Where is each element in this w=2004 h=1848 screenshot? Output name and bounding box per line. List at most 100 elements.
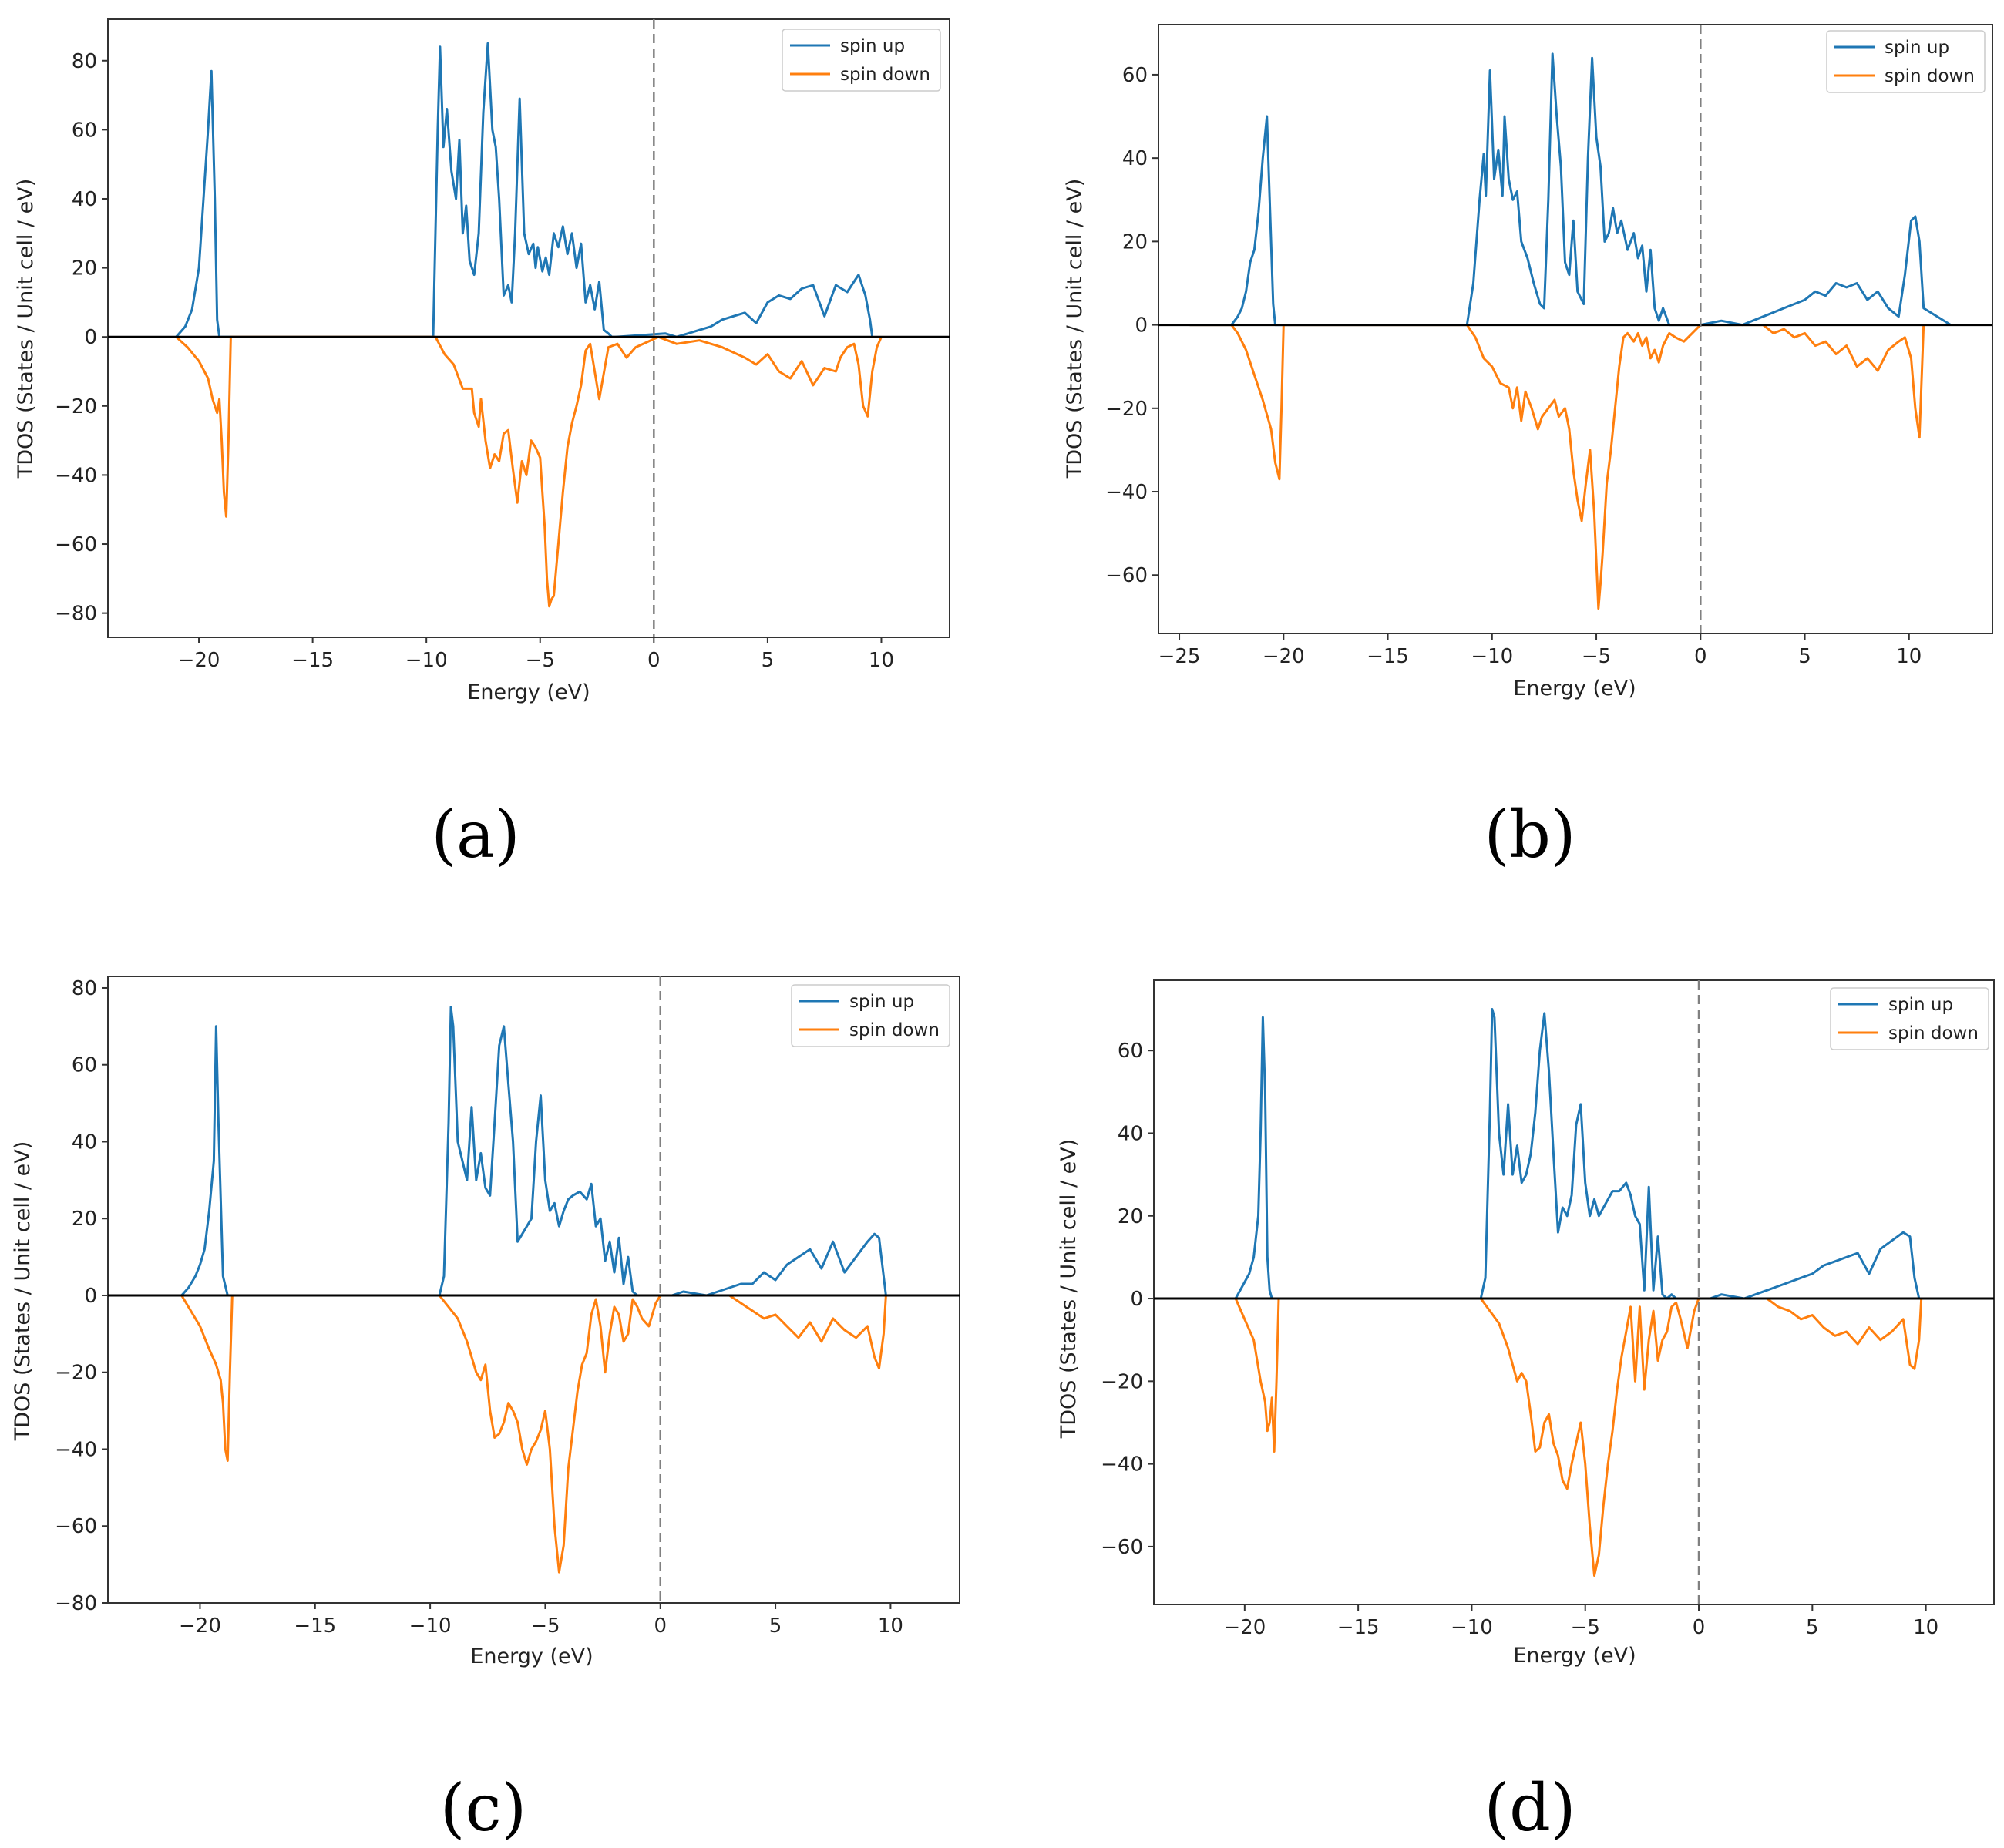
- x-tick-label-a: 10: [869, 649, 894, 672]
- y-tick-label-b: 60: [1122, 64, 1148, 87]
- x-tick-label-d: −20: [1223, 1616, 1266, 1639]
- series-spin-down-line-c: [153, 1294, 887, 1574]
- legend-label-spin-down-b: spin down: [1885, 66, 1975, 86]
- legend-label-spin-up-c: spin up: [849, 992, 914, 1012]
- y-tick-label-a: 80: [72, 50, 97, 73]
- legend-label-spin-down-c: spin down: [849, 1020, 940, 1040]
- y-tick-label-c: 20: [72, 1208, 97, 1231]
- x-axis-label-d: Energy (eV): [1513, 1644, 1636, 1668]
- x-axis-label-c: Energy (eV): [470, 1645, 593, 1668]
- y-tick-label-a: 0: [84, 326, 97, 349]
- plot-area-a: [107, 18, 950, 638]
- x-tick-label-b: −10: [1471, 645, 1513, 668]
- series-spin-down-line-a: [175, 335, 883, 608]
- x-tick-label-a: −15: [291, 649, 334, 672]
- panel-caption-c: (c): [440, 1770, 527, 1846]
- legend-a: spin up spin down: [782, 29, 941, 92]
- y-tick-label-c: 60: [72, 1054, 97, 1077]
- x-tick-label-b: −25: [1158, 645, 1201, 668]
- legend-label-spin-down-d: spin down: [1888, 1023, 1979, 1043]
- panel-c: −20 −15 −10 −5 0 5 10 −80 −60 −40 −20 0 20 40 60 80 Ene…: [11, 976, 960, 1846]
- legend-label-spin-down-a: spin down: [840, 65, 930, 85]
- y-tick-label-d: −20: [1101, 1370, 1143, 1393]
- panel-caption-d: (d): [1484, 1770, 1575, 1846]
- panel-b: −25 −20 −15 −10 −5 0 5 10 −60 −40 −20 0 20 40 60 Energ…: [1063, 24, 1993, 872]
- legend-d: spin up spin down: [1830, 987, 1989, 1050]
- y-tick-label-b: 0: [1135, 314, 1148, 338]
- series-spin-up-line-b: [1189, 52, 1952, 327]
- y-tick-label-c: 80: [72, 977, 97, 1000]
- panel-d: −20 −15 −10 −5 0 5 10 −60 −40 −20 0 20 40 60 Energy (…: [1057, 979, 1995, 1846]
- y-tick-label-c: 0: [84, 1285, 97, 1308]
- y-tick-label-b: 40: [1122, 147, 1148, 170]
- x-tick-label-c: −15: [294, 1614, 336, 1638]
- x-tick-label-c: −20: [179, 1614, 221, 1638]
- x-tick-label-d: 10: [1913, 1616, 1938, 1639]
- x-tick-label-b: −5: [1582, 645, 1611, 668]
- x-tick-label-c: −5: [530, 1614, 560, 1638]
- y-tick-label-c: −40: [55, 1438, 97, 1461]
- y-axis-label-d: TDOS (States / Unit cell / eV): [1057, 1139, 1081, 1439]
- x-tick-label-c: −10: [409, 1614, 452, 1638]
- y-tick-label-c: −60: [55, 1515, 97, 1538]
- y-axis-label-a: TDOS (States / Unit cell / eV): [14, 179, 38, 479]
- y-tick-label-a: −80: [55, 603, 97, 626]
- series-spin-up-line-a: [175, 42, 874, 338]
- x-tick-label-a: 5: [762, 649, 775, 672]
- x-tick-label-d: 0: [1693, 1616, 1706, 1639]
- plot-area-d: [1153, 979, 1995, 1605]
- x-tick-label-d: −15: [1337, 1616, 1380, 1639]
- y-tick-label-a: −60: [55, 533, 97, 556]
- x-tick-label-a: −10: [405, 649, 448, 672]
- y-tick-label-d: −60: [1101, 1536, 1143, 1559]
- x-tick-label-a: −5: [526, 649, 555, 672]
- y-tick-label-c: −20: [55, 1362, 97, 1385]
- x-tick-label-b: −20: [1263, 645, 1305, 668]
- series-spin-up-line-c: [153, 1006, 887, 1297]
- y-tick-label-b: −40: [1105, 481, 1148, 504]
- series-spin-down-line-d: [1199, 1297, 1923, 1577]
- series-spin-up-line-d: [1199, 1008, 1922, 1300]
- x-tick-label-c: 0: [654, 1614, 667, 1638]
- x-tick-label-d: 5: [1806, 1616, 1819, 1639]
- x-tick-label-c: 10: [878, 1614, 903, 1638]
- y-tick-label-d: 40: [1118, 1122, 1143, 1145]
- panel-caption-a: (a): [431, 797, 520, 872]
- legend-label-spin-up-b: spin up: [1885, 38, 1949, 58]
- y-tick-label-a: −20: [55, 395, 97, 418]
- legend-label-spin-up-d: spin up: [1888, 995, 1953, 1015]
- x-tick-label-b: −15: [1367, 645, 1409, 668]
- x-tick-label-b: 5: [1798, 645, 1811, 668]
- y-tick-label-b: −60: [1105, 564, 1148, 587]
- x-tick-label-d: −10: [1451, 1616, 1493, 1639]
- y-tick-label-a: −40: [55, 464, 97, 487]
- plot-area-b: [1158, 24, 1993, 634]
- y-tick-label-c: 40: [72, 1131, 97, 1154]
- x-axis-label-b: Energy (eV): [1513, 677, 1636, 701]
- x-tick-label-b: 10: [1896, 645, 1922, 668]
- panel-caption-b: (b): [1484, 797, 1575, 872]
- legend-label-spin-up-a: spin up: [840, 36, 905, 56]
- x-tick-label-d: −5: [1571, 1616, 1600, 1639]
- y-tick-label-c: −80: [55, 1592, 97, 1615]
- x-tick-label-c: 5: [769, 1614, 782, 1638]
- y-axis-label-b: TDOS (States / Unit cell / eV): [1063, 179, 1087, 479]
- y-tick-label-b: −20: [1105, 398, 1148, 421]
- y-tick-label-d: 60: [1118, 1040, 1143, 1063]
- y-tick-label-a: 60: [72, 119, 97, 142]
- x-tick-label-a: −20: [178, 649, 220, 672]
- plot-area-c: [107, 976, 960, 1604]
- y-tick-label-d: 0: [1130, 1288, 1143, 1311]
- y-tick-label-a: 20: [72, 257, 97, 281]
- panel-a: −20 −15 −10 −5 0 5 10 −80 −60 −40 −20 0 20 40 60 80 Ene…: [14, 18, 950, 872]
- legend-c: spin up spin down: [791, 984, 950, 1047]
- y-tick-label-b: 20: [1122, 230, 1148, 254]
- y-axis-label-c: TDOS (States / Unit cell / eV): [11, 1141, 35, 1441]
- y-tick-label-a: 40: [72, 188, 97, 211]
- legend-b: spin up spin down: [1826, 30, 1986, 93]
- y-tick-label-d: 20: [1118, 1205, 1143, 1228]
- x-axis-label-a: Energy (eV): [467, 680, 590, 704]
- series-spin-down-line-b: [1189, 324, 1925, 610]
- y-tick-label-d: −40: [1101, 1453, 1143, 1477]
